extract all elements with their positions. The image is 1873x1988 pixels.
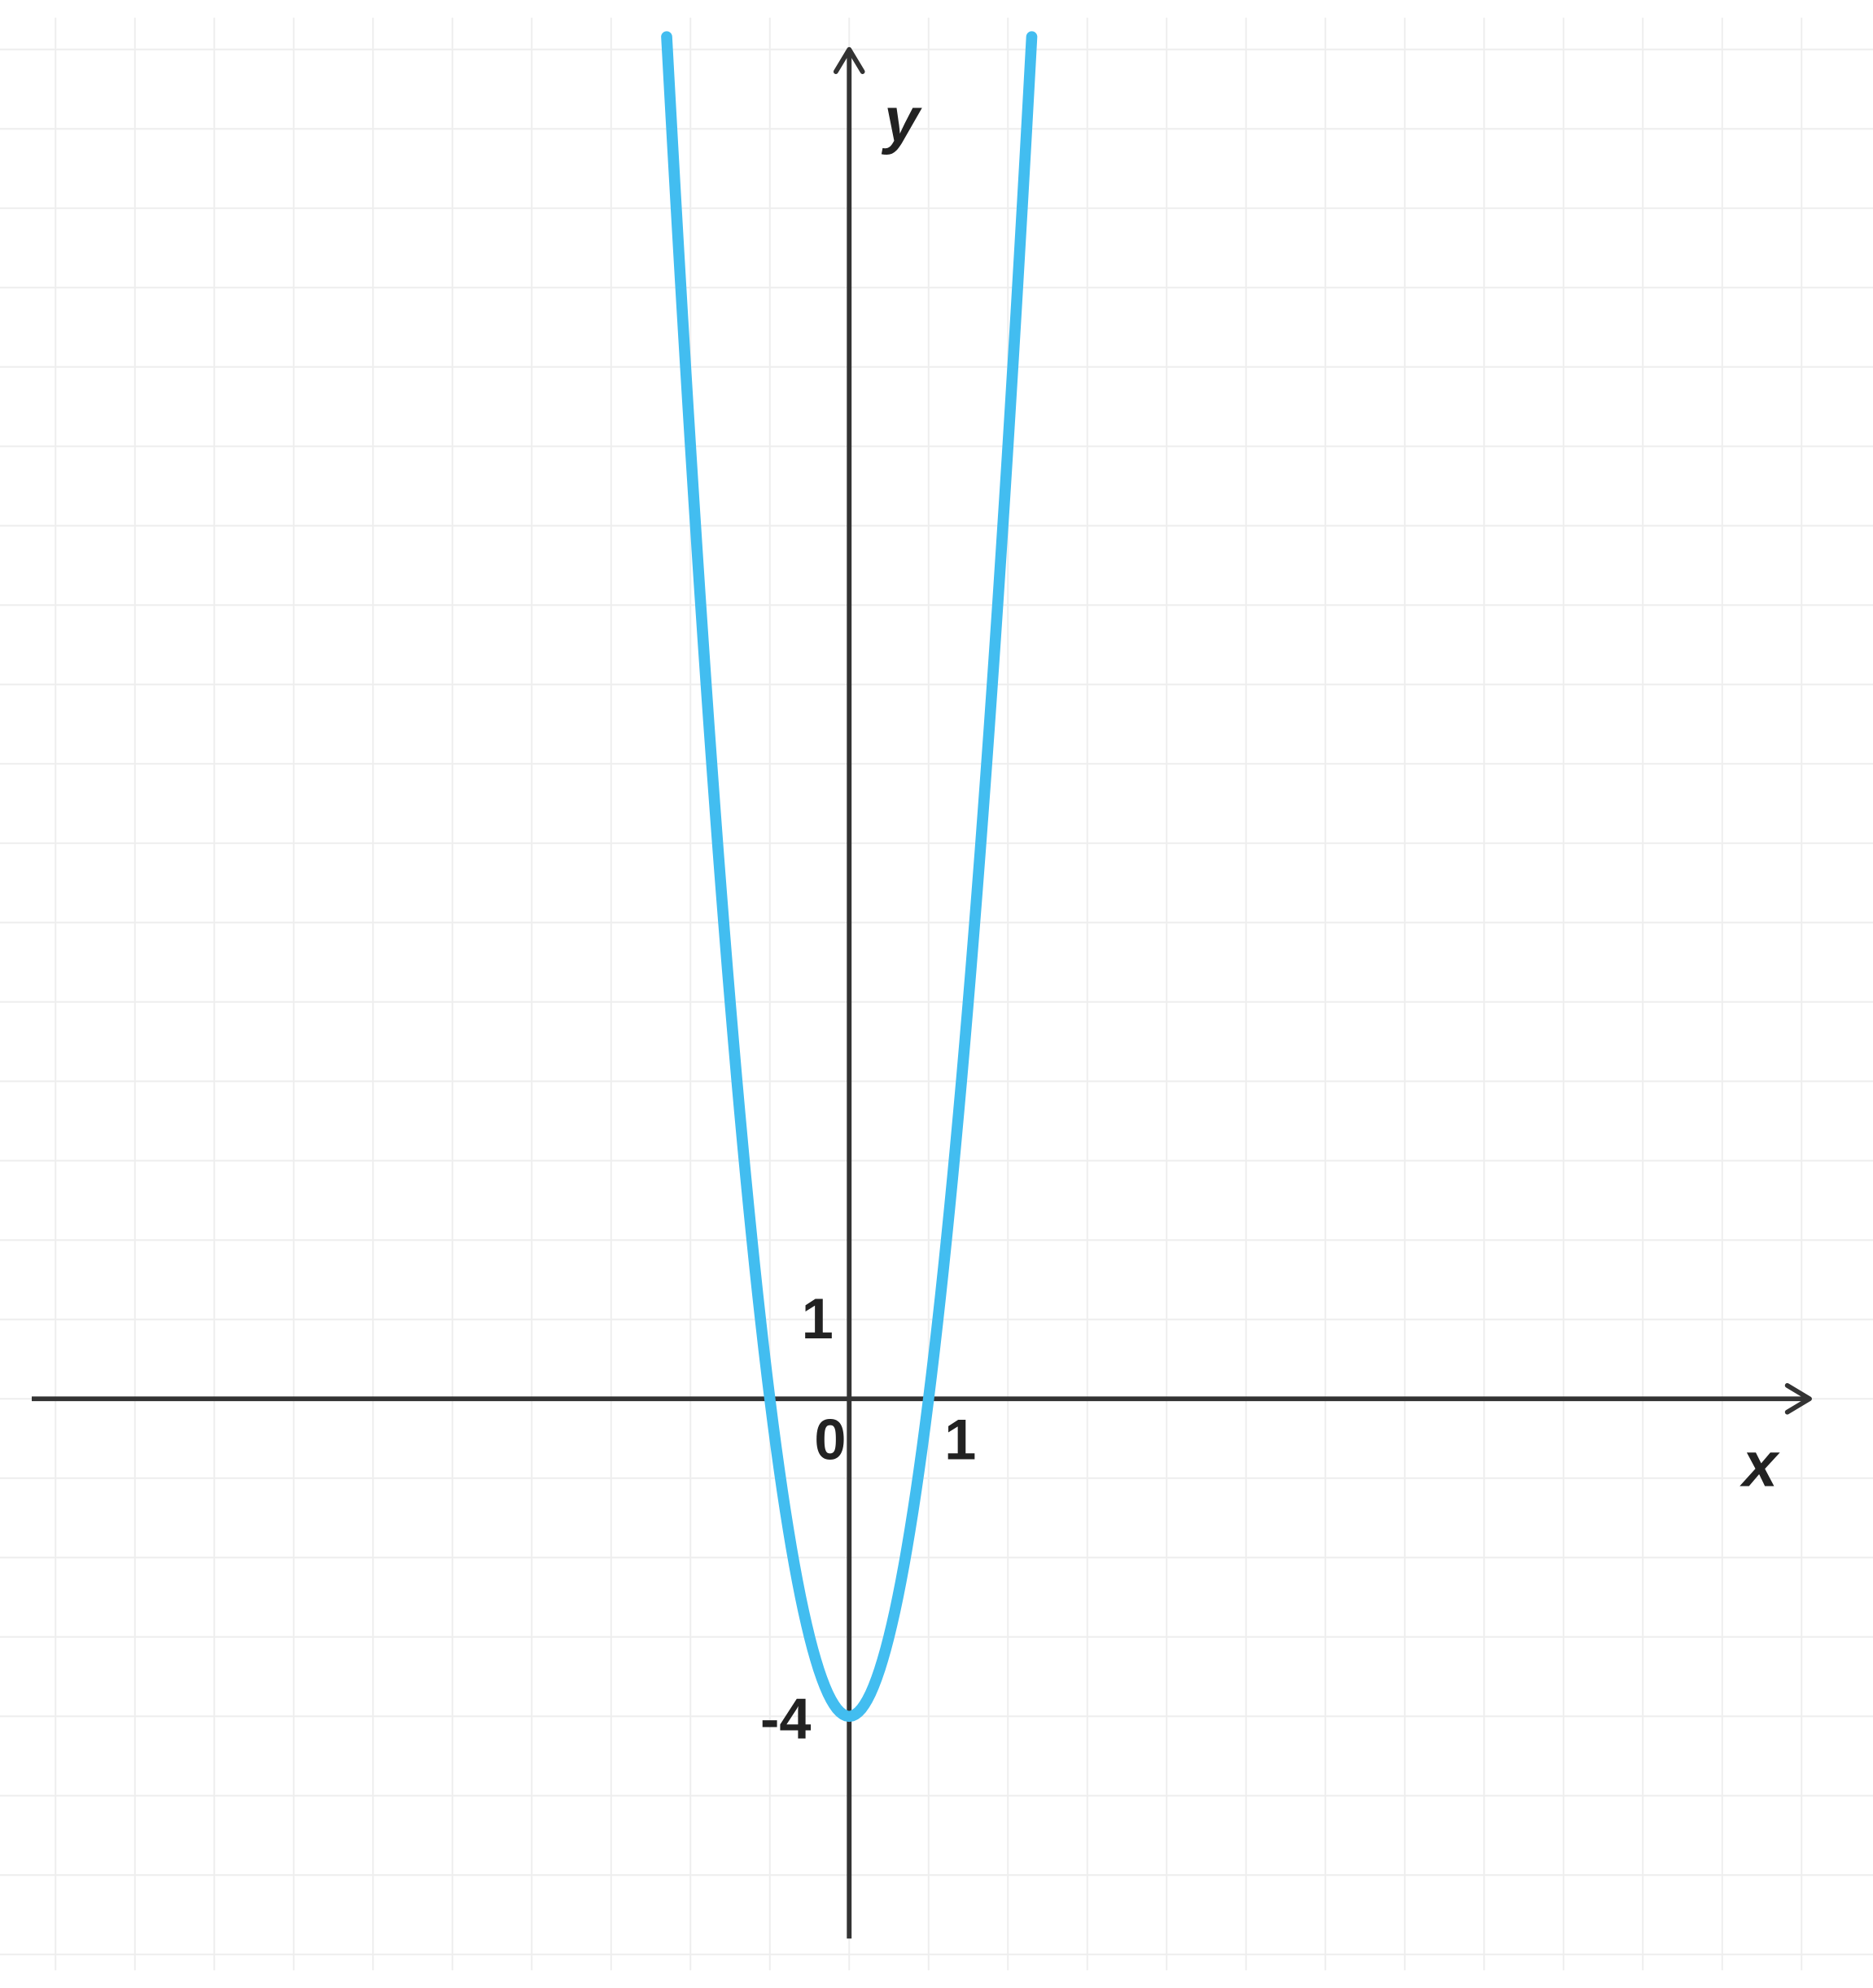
- x-axis-label: x: [1740, 1428, 1781, 1500]
- tick-label: -4: [760, 1687, 811, 1751]
- tick-label: 1: [802, 1286, 834, 1351]
- y-axis-label: y: [881, 84, 922, 155]
- tick-label: 0: [814, 1407, 846, 1471]
- chart-background: [0, 18, 1873, 1971]
- parabola-chart: 0 1 1 -4 y x: [0, 0, 1873, 1988]
- tick-label: 1: [944, 1407, 976, 1471]
- chart-container: 0 1 1 -4 y x: [0, 0, 1873, 1988]
